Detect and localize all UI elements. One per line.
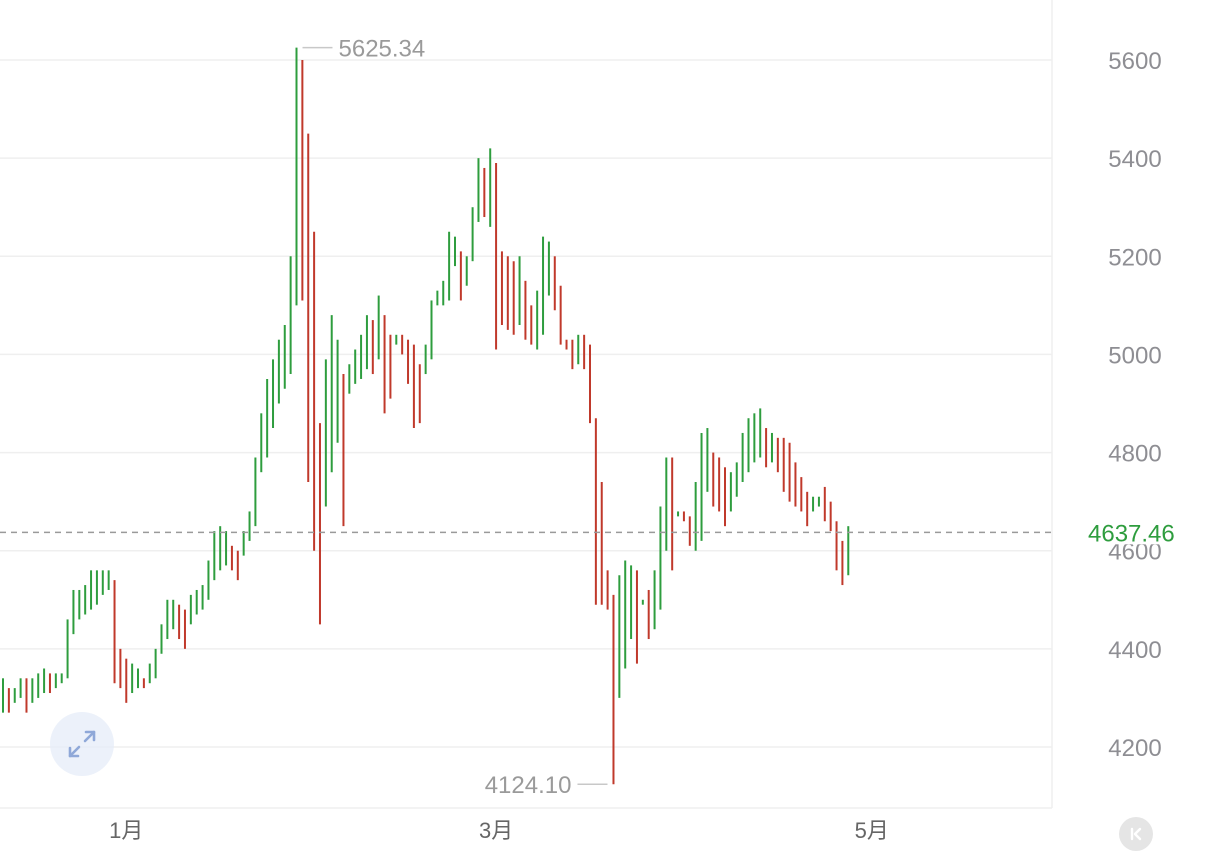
x-axis-ticks: 1月 3月 5月 [109, 818, 889, 843]
max-price-marker: 5625.34 [302, 36, 426, 63]
current-price-marker: 4637.46 [0, 516, 1220, 547]
expand-button[interactable] [50, 712, 114, 776]
y-tick-label: 4200 [1108, 735, 1161, 762]
grid-lines [0, 59, 1052, 748]
x-tick-label: 5月 [855, 818, 889, 843]
k-collapse-icon [1130, 827, 1142, 841]
y-tick-label: 5200 [1108, 244, 1161, 271]
k-line-toggle-icon[interactable] [1119, 817, 1153, 851]
y-tick-label: 4400 [1108, 637, 1161, 664]
expand-arrows-icon [68, 730, 96, 758]
min-price-label: 4124.10 [485, 772, 572, 799]
min-price-marker: 4124.10 [485, 772, 608, 799]
y-tick-label: 5000 [1108, 342, 1161, 369]
y-tick-label: 5600 [1108, 48, 1161, 75]
y-tick-label: 5400 [1108, 146, 1161, 173]
max-price-label: 5625.34 [339, 36, 426, 63]
y-tick-label: 4800 [1108, 441, 1161, 468]
x-tick-label: 1月 [109, 818, 143, 843]
current-price-label-bg [1056, 516, 1220, 545]
x-tick-label: 3月 [479, 818, 513, 843]
current-price-label: 4637.46 [1088, 520, 1175, 547]
candles [2, 47, 850, 785]
